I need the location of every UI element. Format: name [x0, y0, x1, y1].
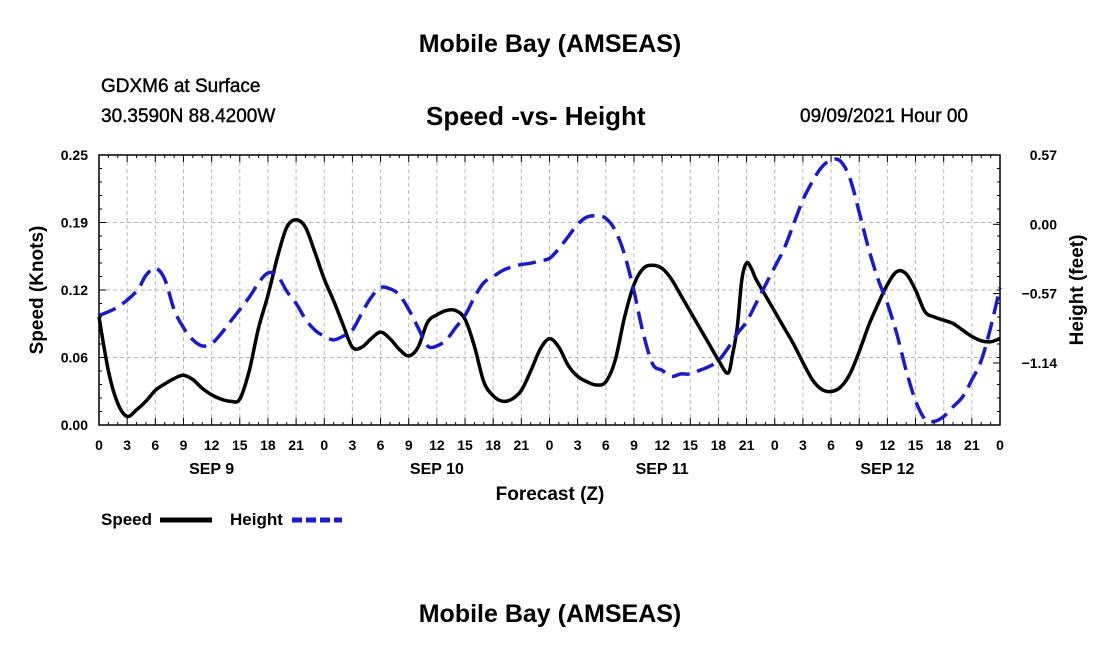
y2-tick-label: 0.00 — [1030, 216, 1057, 232]
grid-layer — [99, 155, 1000, 425]
y2-tick-label: −1.14 — [1022, 355, 1058, 371]
x-tick-label: 12 — [204, 437, 220, 453]
x-tick-label: 3 — [349, 437, 357, 453]
x-tick-label: 12 — [880, 437, 896, 453]
chart-subtitle: Speed -vs- Height — [426, 101, 646, 131]
day-label: SEP 9 — [189, 461, 234, 478]
x-tick-label: 3 — [574, 437, 582, 453]
chart-main-title: Mobile Bay (AMSEAS) — [418, 30, 682, 58]
x-tick-label: 0 — [996, 437, 1004, 453]
legend-height-label: Height — [230, 510, 283, 529]
x-axis-title: Forecast (Z) — [496, 484, 605, 505]
x-tick-label: 9 — [630, 437, 638, 453]
x-tick-label: 15 — [682, 437, 698, 453]
y-tick-label: 0.00 — [61, 417, 88, 433]
day-label: SEP 11 — [636, 461, 689, 478]
x-tick-label: 0 — [546, 437, 554, 453]
x-tick-label: 6 — [377, 437, 385, 453]
height-series-line — [98, 157, 1002, 424]
forecast-datetime: 09/09/2021 Hour 00 — [800, 106, 968, 127]
legend: Speed Height — [101, 510, 342, 529]
x-tick-label: 18 — [485, 437, 501, 453]
day-label: SEP 10 — [410, 461, 464, 478]
x-tick-label: 12 — [654, 437, 670, 453]
x-tick-label: 18 — [711, 437, 727, 453]
x-tick-label: 15 — [908, 437, 924, 453]
x-tick-label: 18 — [936, 437, 952, 453]
x-tick-label: 18 — [260, 437, 276, 453]
x-tick-label: 12 — [429, 437, 445, 453]
x-tick-label: 21 — [288, 437, 304, 453]
y2-tick-label: −0.57 — [1022, 286, 1058, 302]
y2-axis-title: Height (feet) — [1067, 235, 1088, 346]
x-tick-label: 0 — [771, 437, 779, 453]
x-tick-label: 0 — [320, 437, 328, 453]
axes-layer: 0 3 6 9 12 15 18 21 0 3 6 9 12 15 18 21 0 3 6 9 12 15 18 21 0 3 6 9… — [61, 147, 1057, 478]
x-tick-label: 21 — [739, 437, 755, 453]
y-tick-label: 0.06 — [61, 350, 88, 366]
series-layer — [97, 157, 1002, 424]
x-tick-label: 6 — [827, 437, 835, 453]
y-tick-label: 0.19 — [61, 215, 88, 231]
x-tick-label: 3 — [123, 437, 131, 453]
legend-speed-label: Speed — [101, 510, 152, 529]
footer-title: Mobile Bay (AMSEAS) — [418, 600, 682, 628]
station-label: GDXM6 at Surface — [101, 76, 261, 97]
x-tick-label: 21 — [514, 437, 530, 453]
x-tick-label: 9 — [180, 437, 188, 453]
x-tick-label: 15 — [457, 437, 473, 453]
y-tick-label: 0.25 — [61, 147, 88, 163]
speed-series-line — [97, 218, 1001, 419]
y-tick-label: 0.12 — [61, 282, 88, 298]
station-coordinates: 30.3590N 88.4200W — [101, 106, 276, 127]
day-label: SEP 12 — [860, 461, 914, 478]
x-tick-label: 3 — [799, 437, 807, 453]
y2-tick-label: 0.57 — [1030, 147, 1057, 163]
x-tick-label: 0 — [95, 437, 103, 453]
x-tick-label: 6 — [602, 437, 610, 453]
x-tick-label: 6 — [151, 437, 159, 453]
x-tick-label: 21 — [964, 437, 980, 453]
x-tick-label: 9 — [855, 437, 863, 453]
y-axis-title: Speed (Knots) — [27, 226, 48, 355]
x-tick-label: 15 — [232, 437, 248, 453]
x-tick-label: 9 — [405, 437, 413, 453]
